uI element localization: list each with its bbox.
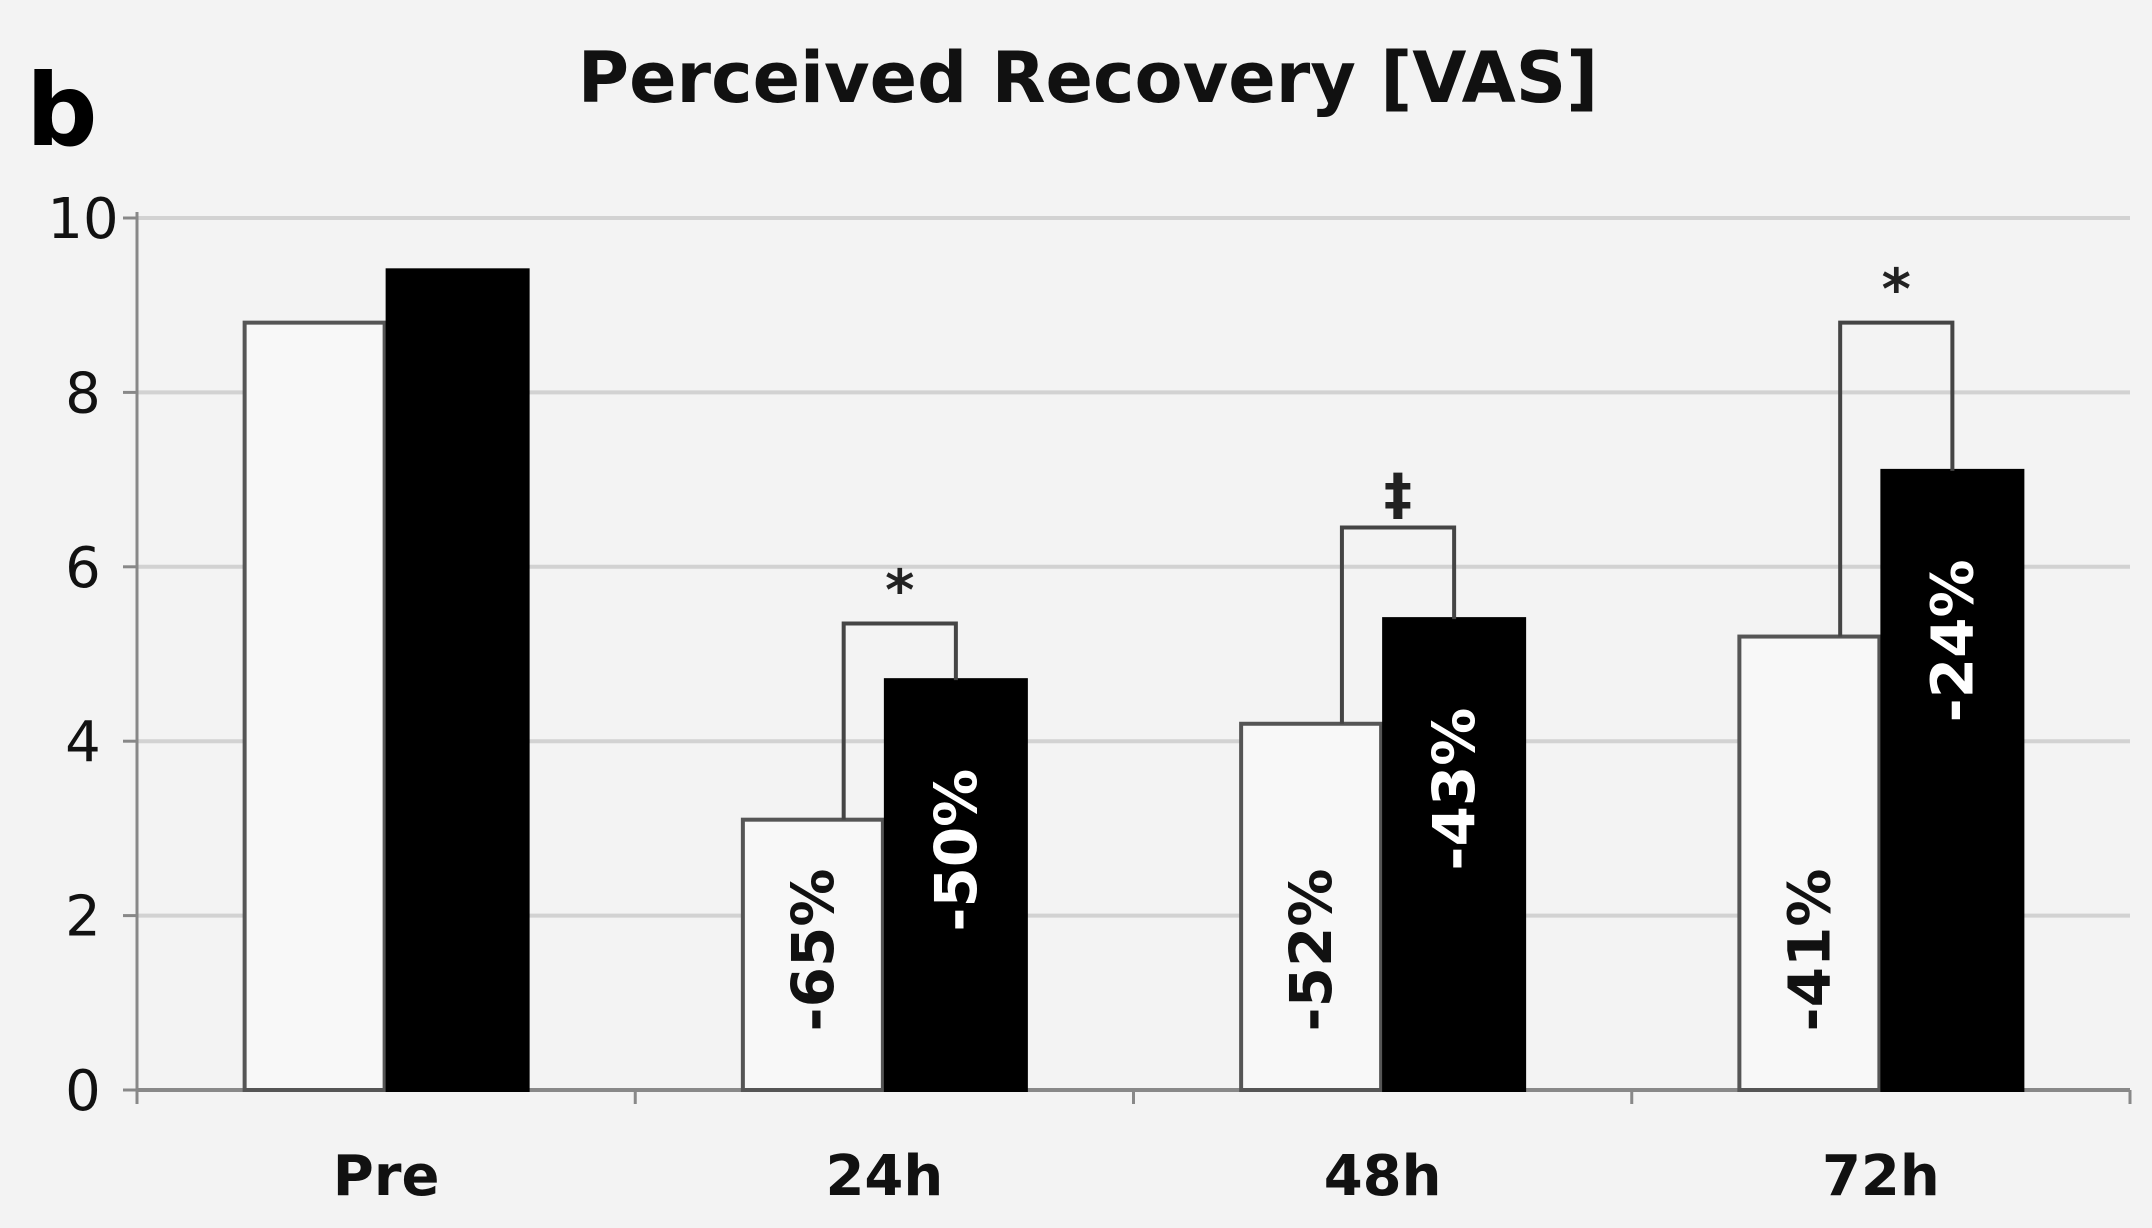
bar-series1-48h [1239, 721, 1384, 1092]
y-tick-label: 10 [47, 187, 118, 252]
significance-bracket [841, 621, 958, 820]
significance-symbol: * [885, 558, 914, 623]
bar-percent-label: -43% [1420, 708, 1488, 871]
bar-series2-24h [883, 678, 1028, 1092]
bar-percent-label: -50% [922, 769, 990, 932]
x-category-label: 72h [1822, 1144, 1940, 1209]
x-category-label: 24h [825, 1144, 943, 1209]
bar-series1-72h [1737, 634, 1882, 1092]
bar-series2-72h [1880, 468, 2025, 1092]
chart-title: Perceived Recovery [VAS] [578, 37, 1598, 119]
significance-markers: * ‡ * [841, 258, 1955, 820]
significance-bracket [1838, 320, 1955, 637]
bar-series2-pre [385, 268, 530, 1092]
y-tick-label: 2 [65, 885, 101, 950]
significance-symbol: ‡ [1384, 463, 1412, 528]
x-category-label: 48h [1324, 1144, 1442, 1209]
significance-symbol: * [1882, 258, 1911, 323]
bar-percent-label: -24% [1918, 559, 1986, 722]
y-tick-label: 8 [65, 361, 101, 426]
y-tick-label: 6 [65, 536, 101, 601]
bar-series2-48h [1382, 617, 1527, 1092]
significance-bracket [1339, 525, 1457, 724]
bars [242, 268, 2025, 1092]
data-labels: -65% -52% -41% -50% -43% -24% [779, 559, 1987, 1031]
bar-series1-pre [242, 320, 387, 1092]
x-category-label: Pre [333, 1144, 440, 1209]
bar-series1-24h [740, 817, 885, 1092]
panel-letter: b [26, 52, 98, 169]
y-tick-label: 4 [65, 710, 101, 775]
bar-percent-label: -52% [1277, 869, 1345, 1032]
bar-percent-label: -65% [779, 869, 847, 1032]
y-tick-label: 0 [65, 1059, 101, 1124]
bar-percent-label: -41% [1775, 869, 1843, 1032]
